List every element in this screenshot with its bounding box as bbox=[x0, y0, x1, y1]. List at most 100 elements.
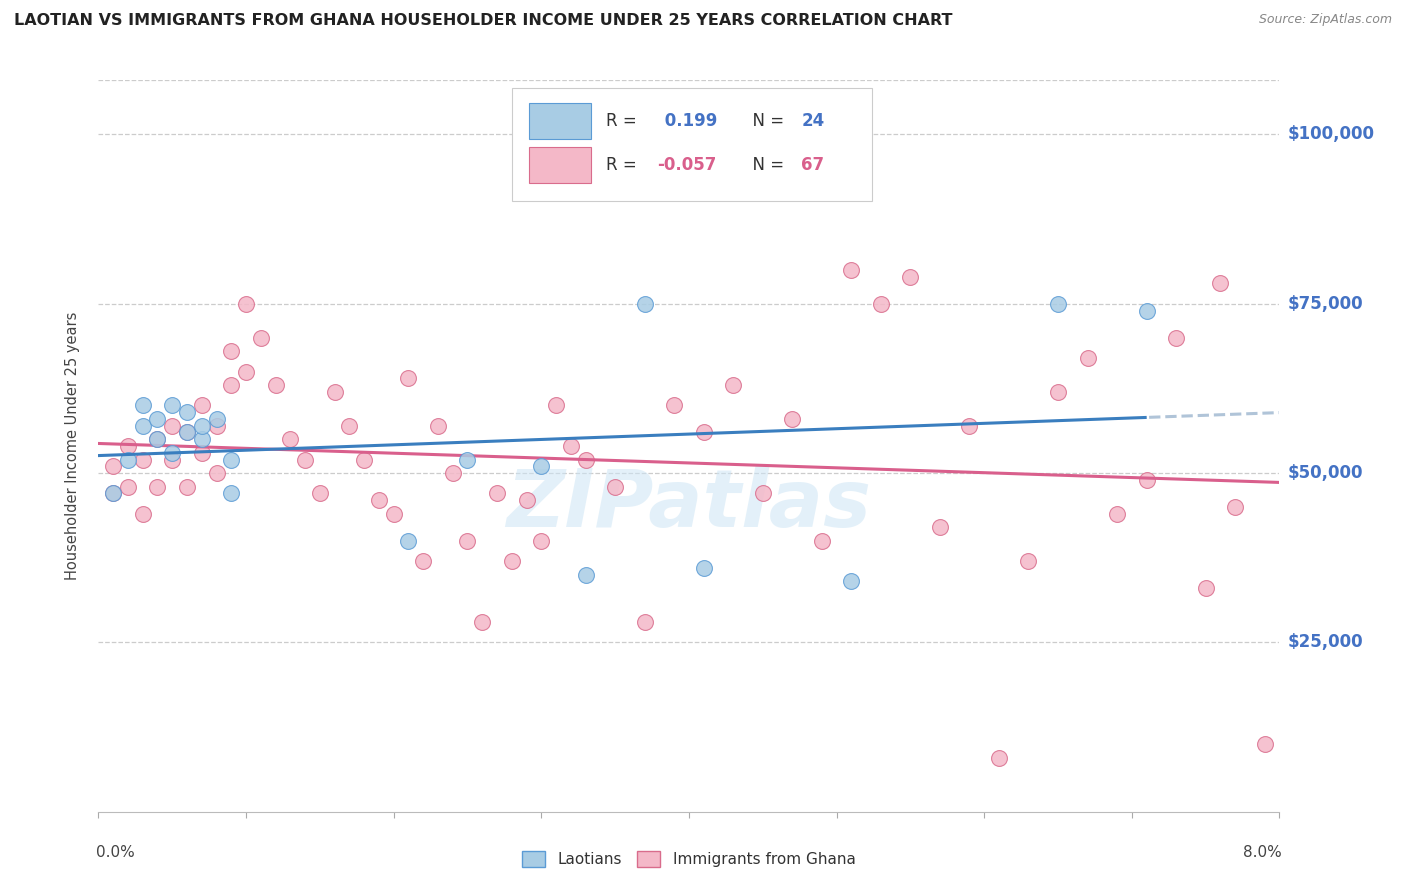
Point bbox=[191, 418, 214, 433]
Point bbox=[264, 378, 287, 392]
Point bbox=[898, 269, 921, 284]
Text: R =: R = bbox=[606, 112, 643, 130]
Point bbox=[103, 486, 124, 500]
Text: $25,000: $25,000 bbox=[1288, 633, 1364, 651]
Point bbox=[1135, 473, 1157, 487]
Point bbox=[235, 364, 257, 378]
Point bbox=[633, 615, 655, 629]
Text: LAOTIAN VS IMMIGRANTS FROM GHANA HOUSEHOLDER INCOME UNDER 25 YEARS CORRELATION C: LAOTIAN VS IMMIGRANTS FROM GHANA HOUSEHO… bbox=[14, 13, 952, 29]
Point bbox=[1254, 737, 1277, 751]
Point bbox=[1135, 303, 1157, 318]
Point bbox=[176, 480, 198, 494]
Point bbox=[162, 418, 183, 433]
Point bbox=[1194, 581, 1216, 595]
Point bbox=[103, 459, 124, 474]
Text: 24: 24 bbox=[801, 112, 824, 130]
Text: $100,000: $100,000 bbox=[1288, 126, 1375, 144]
Point bbox=[485, 486, 508, 500]
Text: Source: ZipAtlas.com: Source: ZipAtlas.com bbox=[1258, 13, 1392, 27]
Point bbox=[219, 378, 242, 392]
Point bbox=[191, 398, 214, 412]
FancyBboxPatch shape bbox=[530, 103, 591, 139]
Point bbox=[294, 452, 316, 467]
Point bbox=[664, 398, 686, 412]
Point bbox=[839, 263, 862, 277]
Point bbox=[693, 425, 716, 440]
Text: N =: N = bbox=[742, 156, 789, 174]
Point bbox=[1223, 500, 1246, 514]
Point bbox=[191, 432, 214, 446]
Text: 67: 67 bbox=[801, 156, 824, 174]
Point bbox=[501, 554, 523, 568]
Point bbox=[574, 567, 596, 582]
Point bbox=[205, 466, 228, 480]
Point bbox=[146, 412, 169, 426]
Point bbox=[987, 750, 1010, 764]
Point bbox=[396, 371, 419, 385]
Y-axis label: Householder Income Under 25 years: Householder Income Under 25 years bbox=[65, 312, 80, 580]
Point bbox=[117, 452, 139, 467]
Point bbox=[337, 418, 360, 433]
Point bbox=[132, 452, 155, 467]
Point bbox=[219, 452, 242, 467]
Point bbox=[1046, 297, 1069, 311]
Point bbox=[308, 486, 332, 500]
Text: $75,000: $75,000 bbox=[1288, 294, 1364, 313]
Point bbox=[219, 486, 242, 500]
Point bbox=[605, 480, 627, 494]
Point bbox=[839, 574, 862, 589]
Point bbox=[146, 432, 169, 446]
Text: $50,000: $50,000 bbox=[1288, 464, 1364, 482]
Text: -0.057: -0.057 bbox=[657, 156, 717, 174]
Point bbox=[515, 493, 537, 508]
Point bbox=[132, 507, 155, 521]
Point bbox=[471, 615, 494, 629]
Point bbox=[1105, 507, 1128, 521]
Point bbox=[103, 486, 124, 500]
Point bbox=[191, 446, 214, 460]
Point bbox=[957, 418, 980, 433]
Point bbox=[250, 331, 273, 345]
Point bbox=[396, 533, 419, 548]
Point bbox=[176, 425, 198, 440]
Point bbox=[530, 533, 553, 548]
Point bbox=[235, 297, 257, 311]
Point bbox=[219, 344, 242, 359]
Point bbox=[560, 439, 582, 453]
Point bbox=[117, 439, 139, 453]
Text: 0.0%: 0.0% bbox=[96, 845, 135, 860]
Point bbox=[278, 432, 301, 446]
Point bbox=[1046, 384, 1069, 399]
Point bbox=[353, 452, 375, 467]
Point bbox=[782, 412, 804, 426]
Point bbox=[412, 554, 434, 568]
Legend: Laotians, Immigrants from Ghana: Laotians, Immigrants from Ghana bbox=[516, 846, 862, 873]
Point bbox=[544, 398, 567, 412]
Text: 8.0%: 8.0% bbox=[1243, 845, 1282, 860]
Point bbox=[323, 384, 346, 399]
Point bbox=[928, 520, 950, 534]
Point bbox=[176, 425, 198, 440]
Point bbox=[162, 452, 183, 467]
Text: 0.199: 0.199 bbox=[659, 112, 718, 130]
Point bbox=[1209, 277, 1232, 291]
Point bbox=[456, 533, 478, 548]
Point bbox=[117, 480, 139, 494]
Point bbox=[132, 418, 155, 433]
Point bbox=[382, 507, 405, 521]
Point bbox=[146, 432, 169, 446]
FancyBboxPatch shape bbox=[512, 87, 872, 201]
Text: N =: N = bbox=[742, 112, 789, 130]
Point bbox=[633, 297, 655, 311]
Point bbox=[751, 486, 773, 500]
Text: R =: R = bbox=[606, 156, 643, 174]
Point bbox=[426, 418, 449, 433]
Point bbox=[162, 398, 183, 412]
Point bbox=[132, 398, 155, 412]
Point bbox=[693, 561, 716, 575]
Point bbox=[162, 446, 183, 460]
Point bbox=[530, 459, 553, 474]
Text: ZIPatlas: ZIPatlas bbox=[506, 466, 872, 543]
Point bbox=[869, 297, 891, 311]
FancyBboxPatch shape bbox=[530, 147, 591, 183]
